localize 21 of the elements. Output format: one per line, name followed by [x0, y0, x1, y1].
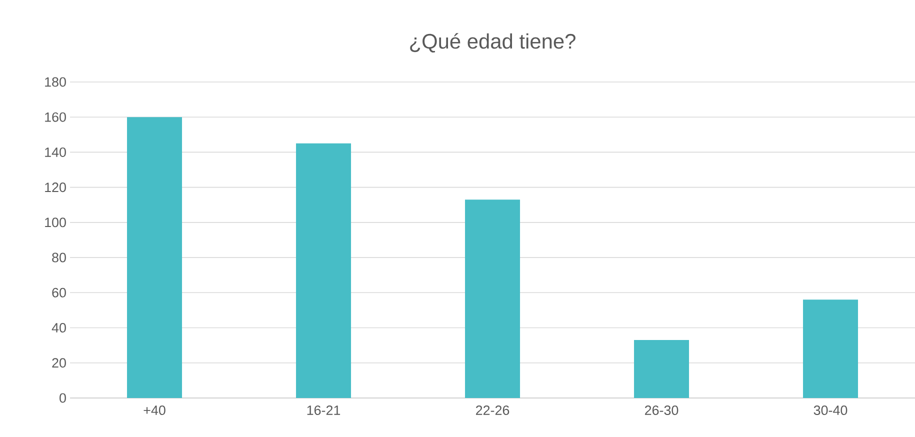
y-tick-label: 120: [45, 182, 66, 192]
bar: [465, 200, 520, 398]
x-tick-label: +40: [144, 406, 166, 416]
y-tick-label: 80: [52, 252, 66, 262]
y-tick-label: 60: [52, 288, 66, 298]
y-tick-label: 140: [45, 147, 66, 157]
x-tick-label: 22-26: [476, 406, 510, 416]
y-tick-label: 100: [45, 218, 66, 228]
y-tick-label: 20: [52, 358, 66, 368]
bar: [296, 143, 352, 398]
y-tick-label: 180: [45, 77, 66, 87]
y-tick-label: 0: [60, 393, 66, 403]
chart-title: ¿Qué edad tiene?: [410, 33, 576, 52]
y-tick-label: 40: [52, 323, 66, 333]
bar: [127, 117, 182, 398]
bar: [634, 340, 690, 398]
x-tick-label: 26-30: [644, 406, 678, 416]
x-tick-label: 30-40: [814, 406, 848, 416]
y-tick-label: 160: [45, 112, 66, 122]
bar: [803, 300, 858, 398]
x-tick-label: 16-21: [307, 406, 340, 416]
